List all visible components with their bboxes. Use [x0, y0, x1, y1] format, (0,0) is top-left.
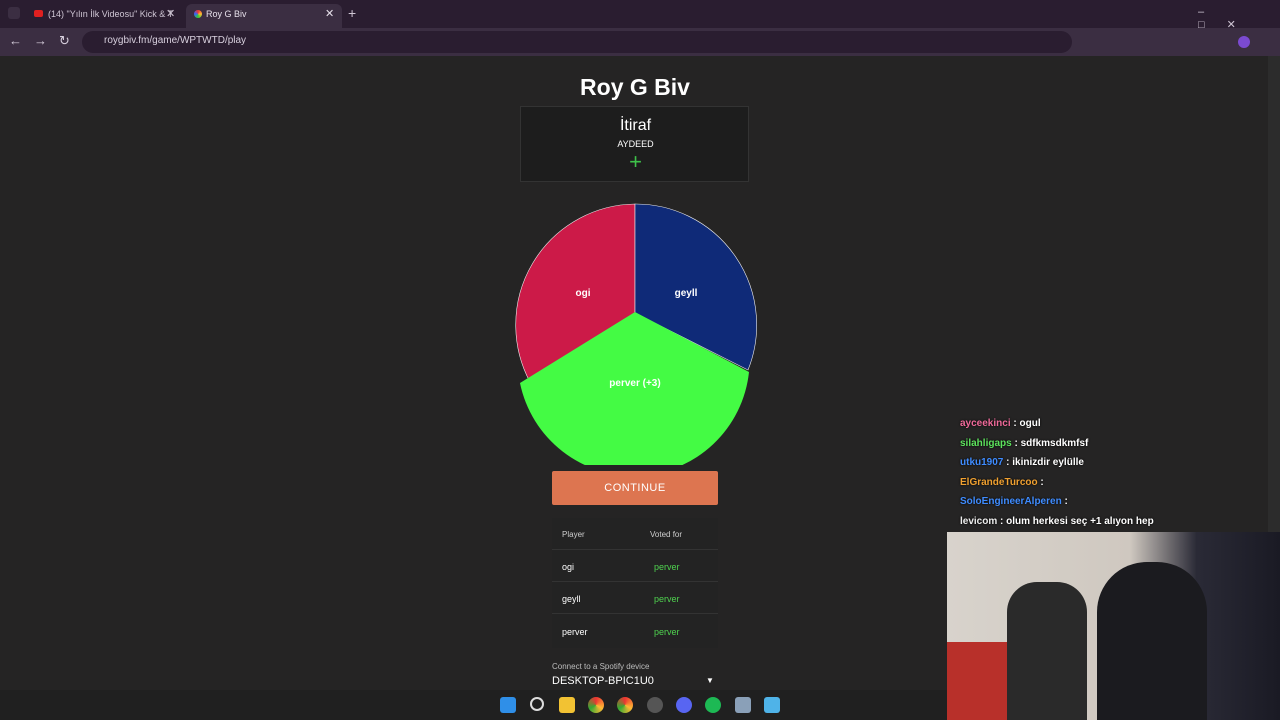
spotify-icon[interactable]: [705, 697, 721, 713]
chrome-icon[interactable]: [588, 697, 604, 713]
continue-button[interactable]: CONTINUE: [552, 471, 718, 505]
close-tab[interactable]: ✕: [325, 8, 335, 20]
wheel-label: geyll: [675, 288, 698, 299]
chat-message: ElGrandeTurcoo :: [960, 477, 1044, 488]
tab-title: Roy G Biv: [206, 9, 247, 19]
chat-user: silahligaps: [960, 438, 1012, 449]
app-icon[interactable]: [647, 697, 663, 713]
omnibox[interactable]: [82, 31, 1072, 53]
chat-text: : ikinizdir eylülle: [1006, 457, 1084, 468]
calculator-icon[interactable]: [735, 697, 751, 713]
wheel-segment: [520, 312, 749, 465]
chat-text: : ogul: [1013, 418, 1041, 429]
chat-user: utku1907: [960, 457, 1004, 468]
chat-message: SoloEngineerAlperen :: [960, 496, 1068, 507]
youtube-icon: [34, 10, 43, 17]
explorer-icon[interactable]: [559, 697, 575, 713]
spotify-label: Connect to a Spotify device: [552, 662, 650, 671]
chat-text: : sdfkmsdkmfsf: [1014, 438, 1089, 449]
taskbar: [0, 690, 947, 720]
row-divider: [552, 613, 718, 614]
wheel-label: ogi: [576, 288, 591, 299]
chat-text: : olum herkesi seç +1 alıyon hep: [1000, 516, 1154, 527]
decor: [947, 642, 1007, 720]
wheel-segment: [634, 203, 757, 371]
tab-active[interactable]: Roy G Biv: [186, 4, 342, 28]
game-title: Roy G Biv: [580, 74, 690, 100]
chat-message: ayceekinci : ogul: [960, 418, 1041, 429]
tab-search[interactable]: [8, 7, 20, 19]
table-header: Player: [562, 530, 585, 539]
row-divider: [552, 581, 718, 582]
chat-message: levicom : olum herkesi seç +1 alıyon hep: [960, 516, 1154, 527]
dropdown-caret[interactable]: ▼: [706, 676, 714, 685]
vote: perver: [654, 562, 680, 572]
chat-user: ayceekinci: [960, 418, 1011, 429]
player: geyll: [562, 594, 581, 604]
scrollbar[interactable]: [1268, 56, 1280, 690]
close-tab[interactable]: ✕: [166, 8, 176, 20]
player: ogi: [562, 562, 575, 572]
wheel: ogi geyll perver (+3): [515, 203, 757, 465]
plus-icon[interactable]: +: [629, 149, 642, 174]
url[interactable]: roygbiv.fm/game/WPTWTD/play: [104, 35, 247, 46]
card-subtitle: AYDEED: [617, 139, 654, 149]
new-tab[interactable]: +: [348, 5, 357, 21]
tab[interactable]: (14) "Yılın İlk Videosu" Kick & T: [30, 4, 180, 28]
vote: perver: [654, 627, 680, 637]
notepad-icon[interactable]: [764, 697, 780, 713]
webcam: [947, 532, 1280, 720]
person: [1097, 562, 1207, 720]
site-icon: [194, 10, 202, 18]
profile[interactable]: [1238, 36, 1250, 48]
chair: [1007, 582, 1087, 720]
search-icon[interactable]: [530, 697, 544, 711]
device-select[interactable]: DESKTOP-BPIC1U0: [552, 675, 654, 687]
discord-icon[interactable]: [676, 697, 692, 713]
player: perver: [562, 627, 588, 637]
table-header: Voted for: [650, 530, 683, 539]
nav-buttons[interactable]: ←→↻: [9, 33, 82, 48]
chat-user: levicom: [960, 516, 998, 527]
chat-message: silahligaps : sdfkmsdkmfsf: [960, 438, 1088, 449]
votes-table: [552, 518, 718, 648]
chat-message: utku1907 : ikinizdir eylülle: [960, 457, 1084, 468]
chrome-icon[interactable]: [617, 697, 633, 713]
chat-text: :: [1064, 496, 1068, 507]
start-button[interactable]: [500, 697, 516, 713]
vote: perver: [654, 594, 680, 604]
chat-user: SoloEngineerAlperen: [960, 496, 1062, 507]
chat-user: ElGrandeTurcoo: [960, 477, 1038, 488]
prompt-card: İtiraf AYDEED +: [520, 106, 749, 182]
tab-title: (14) "Yılın İlk Videosu" Kick & T: [48, 9, 174, 19]
wheel-label: perver (+3): [609, 378, 660, 389]
card-title: İtiraf: [619, 117, 652, 134]
row-divider: [552, 549, 718, 550]
chat-text: :: [1040, 477, 1044, 488]
